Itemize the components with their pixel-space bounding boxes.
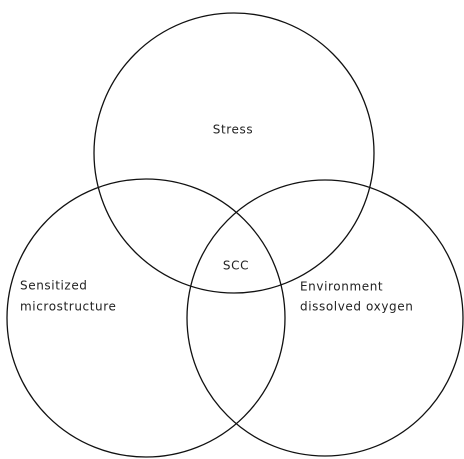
set-label: microstructure (20, 300, 117, 314)
microstructure-circle (6, 178, 286, 458)
stress-circle (93, 12, 375, 294)
set-label: Stress (213, 123, 253, 137)
set-label: Sensitized (20, 279, 88, 293)
set-label: Environment (300, 280, 383, 294)
environment-circle (186, 179, 464, 457)
intersection-label: SCC (223, 259, 249, 273)
set-label: dissolved oxygen (300, 300, 413, 314)
